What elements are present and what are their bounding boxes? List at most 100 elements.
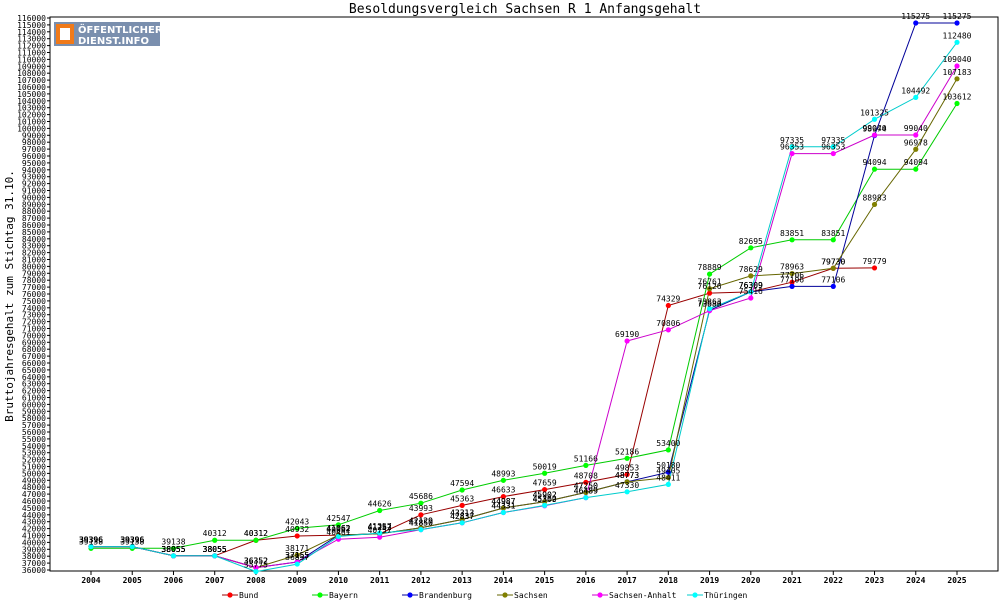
data-point xyxy=(830,283,836,289)
data-label: 39396 xyxy=(120,536,144,545)
data-label: 94094 xyxy=(904,158,928,167)
y-tick-label: 100000 xyxy=(17,124,46,133)
data-label: 42043 xyxy=(285,517,309,526)
data-point xyxy=(212,537,218,543)
y-tick-label: 77000 xyxy=(22,283,46,292)
data-label: 83851 xyxy=(780,229,804,238)
y-tick-label: 82000 xyxy=(22,249,46,258)
x-tick-label: 2020 xyxy=(741,576,760,585)
data-point xyxy=(954,63,960,69)
data-point xyxy=(913,166,919,172)
data-point xyxy=(377,530,383,536)
x-tick-label: 2016 xyxy=(576,576,595,585)
series-line xyxy=(91,22,957,569)
data-label: 40757 xyxy=(368,526,392,535)
y-tick-label: 108000 xyxy=(17,69,46,78)
data-point xyxy=(335,533,342,540)
data-label: 43313 xyxy=(450,509,474,518)
data-label: 45309 xyxy=(533,495,557,504)
data-label: 44331 xyxy=(491,502,515,511)
data-point xyxy=(624,338,630,344)
data-label: 44987 xyxy=(491,497,515,506)
data-label: 98974 xyxy=(862,124,886,133)
chart-title: Besoldungsvergleich Sachsen R 1 Anfangsg… xyxy=(349,2,701,17)
data-label: 96978 xyxy=(904,138,928,147)
data-label: 42547 xyxy=(326,514,350,523)
data-label: 47250 xyxy=(574,481,598,490)
y-tick-label: 113000 xyxy=(17,35,46,44)
data-label: 79779 xyxy=(862,257,886,266)
x-tick-label: 2011 xyxy=(370,576,389,585)
data-label: 97335 xyxy=(780,136,804,145)
data-label: 48411 xyxy=(656,473,680,482)
data-label: 41252 xyxy=(368,523,392,532)
data-label: 77106 xyxy=(821,275,845,284)
x-tick-label: 2021 xyxy=(782,576,801,585)
y-tick-label: 98000 xyxy=(22,138,46,147)
data-label: 38171 xyxy=(285,544,309,553)
y-tick-label: 40000 xyxy=(22,538,46,547)
data-point xyxy=(706,271,713,277)
data-point xyxy=(624,479,630,485)
data-point xyxy=(830,237,836,243)
data-label: 83851 xyxy=(821,229,845,238)
data-point xyxy=(748,245,754,251)
data-label: 39396 xyxy=(79,536,103,545)
data-point xyxy=(954,20,960,26)
data-point xyxy=(789,270,795,277)
data-label: 115275 xyxy=(943,12,972,21)
data-point xyxy=(294,561,300,567)
data-label: 78889 xyxy=(698,263,722,272)
data-label: 48773 xyxy=(615,471,639,480)
legend-label: Bayern xyxy=(329,591,358,600)
data-label: 112480 xyxy=(943,31,972,40)
y-tick-label: 73000 xyxy=(22,311,46,320)
data-point xyxy=(583,495,589,501)
y-tick-label: 46000 xyxy=(22,497,46,506)
y-tick-label: 103000 xyxy=(17,104,46,113)
data-label: 47594 xyxy=(450,479,474,488)
data-point xyxy=(954,39,960,45)
data-label: 73586 xyxy=(698,300,722,309)
y-tick-label: 45000 xyxy=(22,504,46,513)
data-label: 50019 xyxy=(533,462,557,471)
data-label: 96353 xyxy=(780,143,804,152)
y-tick-label: 48000 xyxy=(22,483,46,492)
data-label: 41252 xyxy=(368,523,392,532)
y-tick-label: 43000 xyxy=(22,518,46,527)
y-tick-label: 71000 xyxy=(22,325,46,334)
y-tick-label: 38000 xyxy=(22,552,46,561)
data-label: 48993 xyxy=(491,469,515,478)
data-point xyxy=(542,499,548,505)
y-tick-label: 81000 xyxy=(22,256,46,265)
data-label: 39396 xyxy=(120,536,144,545)
data-point xyxy=(789,150,795,157)
data-label: 51166 xyxy=(574,454,598,463)
series-line xyxy=(91,78,958,569)
y-tick-label: 69000 xyxy=(22,338,46,347)
y-axis-label: Bruttojahresgehalt zum Stichtag 31.10. xyxy=(3,170,16,422)
y-tick-label: 78000 xyxy=(22,276,46,285)
y-tick-label: 90000 xyxy=(22,193,46,202)
legend-marker xyxy=(407,592,413,598)
data-label: 42837 xyxy=(450,512,474,521)
data-label: 76309 xyxy=(739,281,763,290)
data-label: 104492 xyxy=(901,86,930,95)
y-tick-label: 94000 xyxy=(22,166,46,175)
y-tick-label: 86000 xyxy=(22,221,46,230)
y-tick-label: 50000 xyxy=(22,469,46,478)
data-label: 38055 xyxy=(161,545,185,554)
series-line xyxy=(91,42,958,573)
y-tick-label: 62000 xyxy=(22,387,46,396)
y-tick-label: 109000 xyxy=(17,62,46,71)
data-label: 39396 xyxy=(79,536,103,545)
y-tick-label: 79000 xyxy=(22,269,46,278)
data-point xyxy=(789,283,795,289)
data-label: 41252 xyxy=(368,523,392,532)
data-label: 76761 xyxy=(698,278,722,287)
legend-label: Brandenburg xyxy=(419,591,472,600)
data-label: 94094 xyxy=(862,158,886,167)
y-tick-label: 93000 xyxy=(22,173,46,182)
data-point xyxy=(665,481,671,487)
